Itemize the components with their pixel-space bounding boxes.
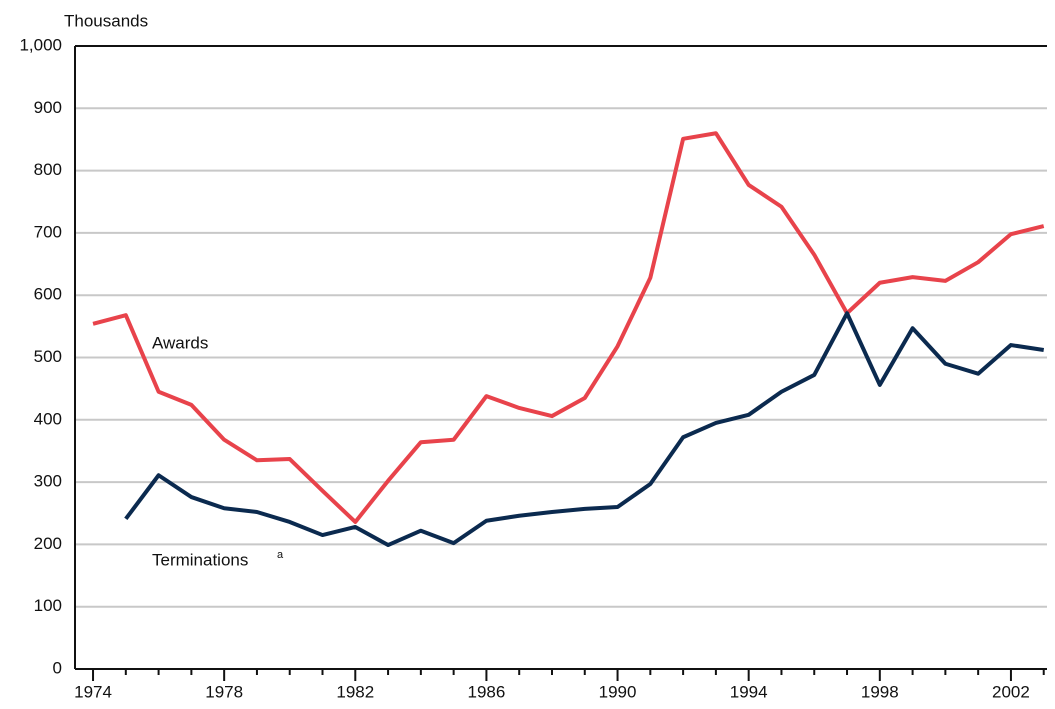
x-tick-label: 1994 [730, 682, 768, 701]
series-label: Awards [152, 333, 208, 352]
y-axis-label: Thousands [64, 11, 148, 30]
x-tick-label: 1990 [599, 682, 637, 701]
data-line [92, 131, 1045, 524]
y-tick-label: 200 [34, 534, 62, 553]
y-tick-label: 1,000 [19, 35, 62, 54]
x-tick-label: 1986 [468, 682, 506, 701]
x-tick-label: 1982 [336, 682, 374, 701]
x-tick-label: 1998 [861, 682, 899, 701]
x-tick-label: 1978 [205, 682, 243, 701]
y-tick-label: 300 [34, 472, 62, 491]
footnote-marker: a [277, 549, 284, 561]
y-tick-label: 0 [53, 658, 62, 677]
data-line [124, 311, 1045, 548]
y-tick-label: 500 [34, 347, 62, 366]
series-label: Terminations [152, 550, 248, 569]
y-tick-label: 800 [34, 160, 62, 179]
x-tick-label: 2002 [992, 682, 1030, 701]
y-tick-label: 400 [34, 409, 62, 428]
y-tick-label: 100 [34, 596, 62, 615]
y-tick-label: 700 [34, 222, 62, 241]
y-tick-label: 900 [34, 98, 62, 117]
x-tick-label: 1974 [74, 682, 112, 701]
y-tick-label: 600 [34, 285, 62, 304]
